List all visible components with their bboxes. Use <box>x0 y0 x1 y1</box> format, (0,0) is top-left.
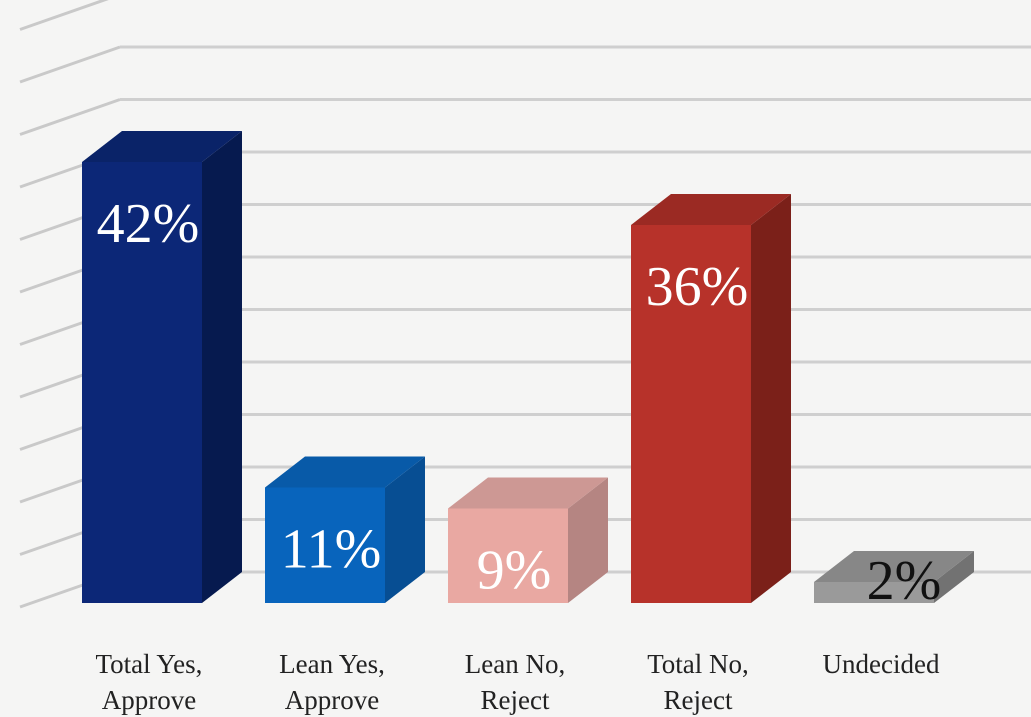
bar-front <box>448 508 568 603</box>
data-label: 9% <box>477 540 552 602</box>
category-label: Total Yes, Approve <box>96 649 203 715</box>
data-label: 42% <box>97 193 200 255</box>
bar: 36% <box>631 194 791 603</box>
category-label: Lean Yes, Approve <box>279 649 385 715</box>
side-gridline <box>19 0 109 31</box>
side-gridline <box>19 98 121 136</box>
bar-top <box>82 131 242 162</box>
bar-side <box>202 131 242 603</box>
bar-top <box>448 477 608 509</box>
category-label-line: Reject <box>481 685 550 715</box>
category-label-line: Reject <box>664 685 733 715</box>
category-label-line: Lean No, <box>465 649 565 679</box>
category-label: Total No, Reject <box>647 649 749 715</box>
category-label-line: Total Yes, <box>96 649 203 679</box>
bar-top <box>814 551 974 582</box>
category-label: Lean No, Reject <box>465 649 565 715</box>
bar-top <box>265 456 425 488</box>
bar: 9% <box>448 477 608 603</box>
bar-side <box>568 477 608 603</box>
bar-side <box>385 456 425 603</box>
data-label: 11% <box>281 519 382 581</box>
category-label-line: Total No, <box>647 649 749 679</box>
bar-top <box>631 194 791 225</box>
category-label-line: Undecided <box>823 649 940 679</box>
bar-front <box>814 582 934 603</box>
data-label: 2% <box>867 550 942 612</box>
category-label-line: Lean Yes, <box>279 649 385 679</box>
category-label-line: Approve <box>102 685 196 715</box>
category-label: Undecided <box>823 649 940 679</box>
data-label: 36% <box>646 256 749 318</box>
bar: 2% <box>814 550 974 612</box>
bars: 42% 11% 9% 36% 2% <box>82 131 974 612</box>
category-label-line: Approve <box>285 685 379 715</box>
side-gridline <box>19 45 121 84</box>
bar-front <box>631 225 751 603</box>
bar-front <box>265 487 385 603</box>
bar-front <box>82 162 202 603</box>
bar: 42% <box>82 131 242 603</box>
gridlines <box>19 0 1031 609</box>
bar: 11% <box>265 456 425 603</box>
category-labels: Total Yes, Approve Lean Yes, Approve Lean No… <box>96 649 940 715</box>
bar-side <box>934 551 974 603</box>
bar-side <box>751 194 791 603</box>
